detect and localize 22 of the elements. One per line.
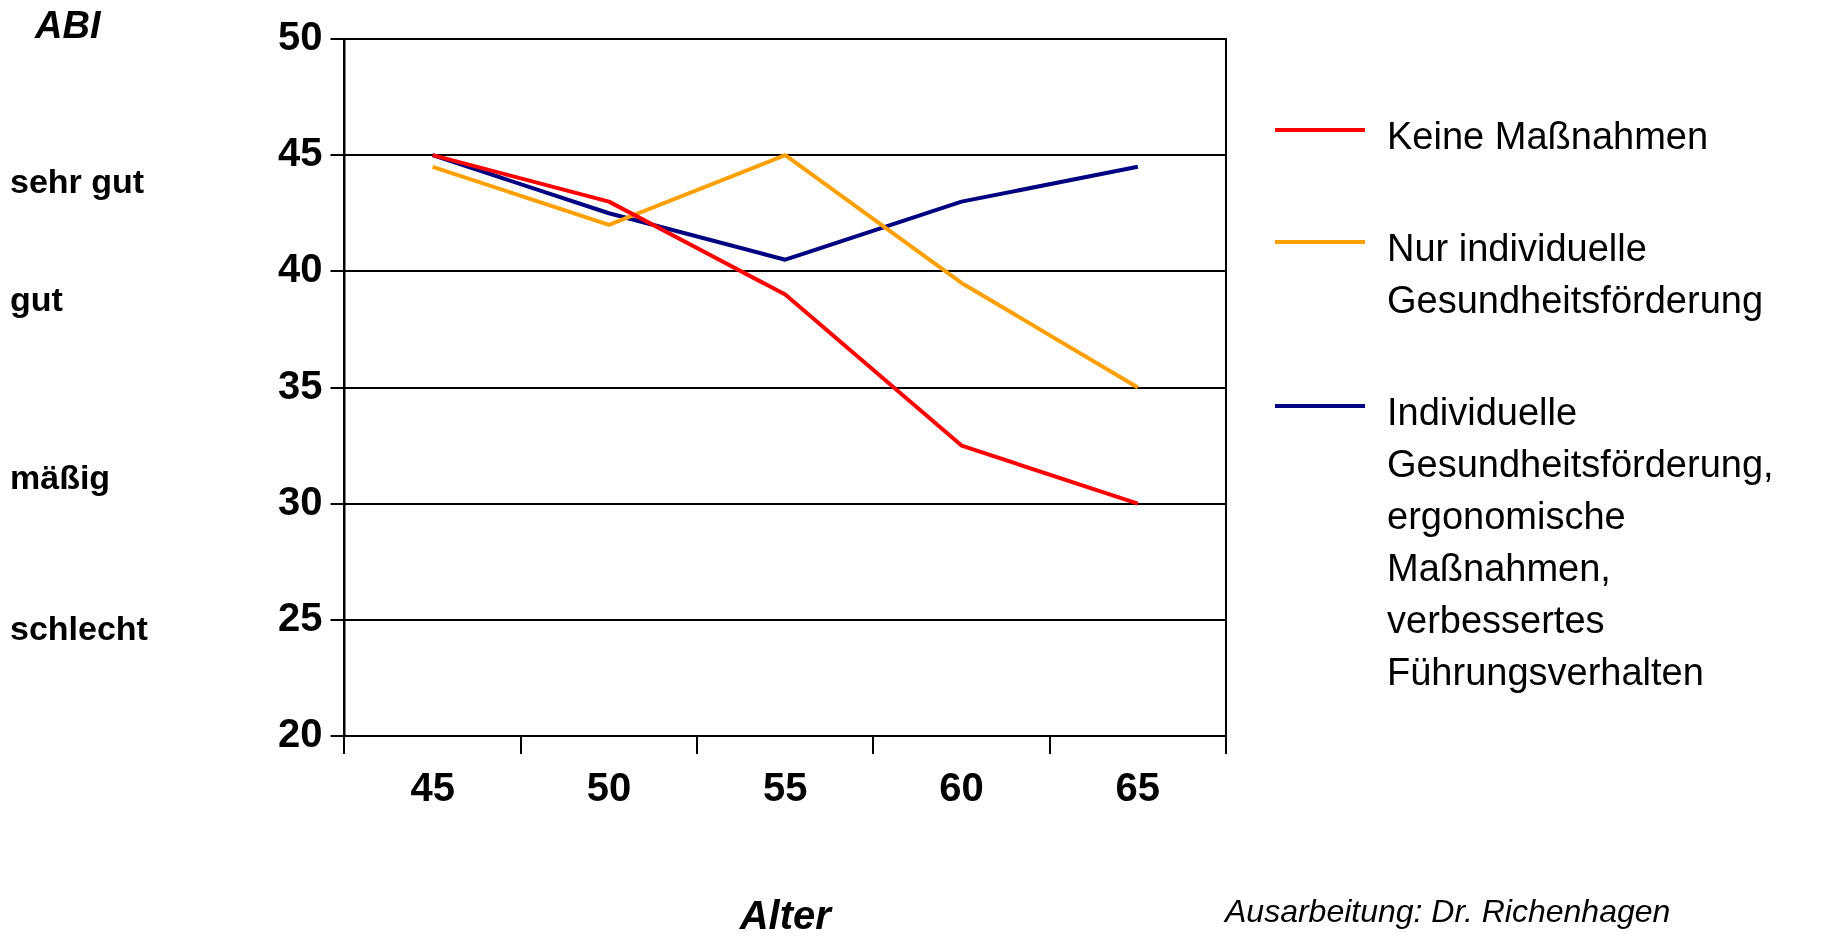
text: Ausarbeitung: Dr. Richenhagen — [1225, 893, 1671, 930]
legend-label: Individuelle Gesundheitsförderung, ergonomische Maßnahmen, verbessertes Führungsverhalten — [1387, 390, 1775, 695]
text: gut — [10, 280, 63, 319]
text: sehr gut — [10, 162, 145, 201]
y-tick-label: 35 — [277, 362, 323, 407]
legend-label: Keine Maßnahmen — [1387, 114, 1710, 159]
text: schlecht — [10, 609, 148, 648]
y-tick-label: 30 — [277, 478, 323, 523]
y-axis-title: ABI — [34, 4, 102, 47]
y-tick-label: 40 — [277, 246, 323, 291]
y-tick-label: 20 — [277, 711, 323, 756]
x-tick-label: 60 — [939, 765, 984, 810]
x-tick-label: 45 — [410, 765, 455, 810]
y-tick-label: 25 — [277, 594, 323, 639]
x-tick-label: 55 — [763, 765, 808, 810]
x-axis-title: Alter — [738, 893, 834, 936]
x-tick-label: 65 — [1115, 765, 1161, 810]
legend-label: Nur individuelle Gesundheitsförderung — [1387, 226, 1765, 323]
x-tick-label: 50 — [586, 765, 632, 810]
y-tick-label: 45 — [277, 130, 323, 175]
text: mäßig — [10, 458, 111, 497]
y-tick-label: 50 — [277, 14, 323, 59]
